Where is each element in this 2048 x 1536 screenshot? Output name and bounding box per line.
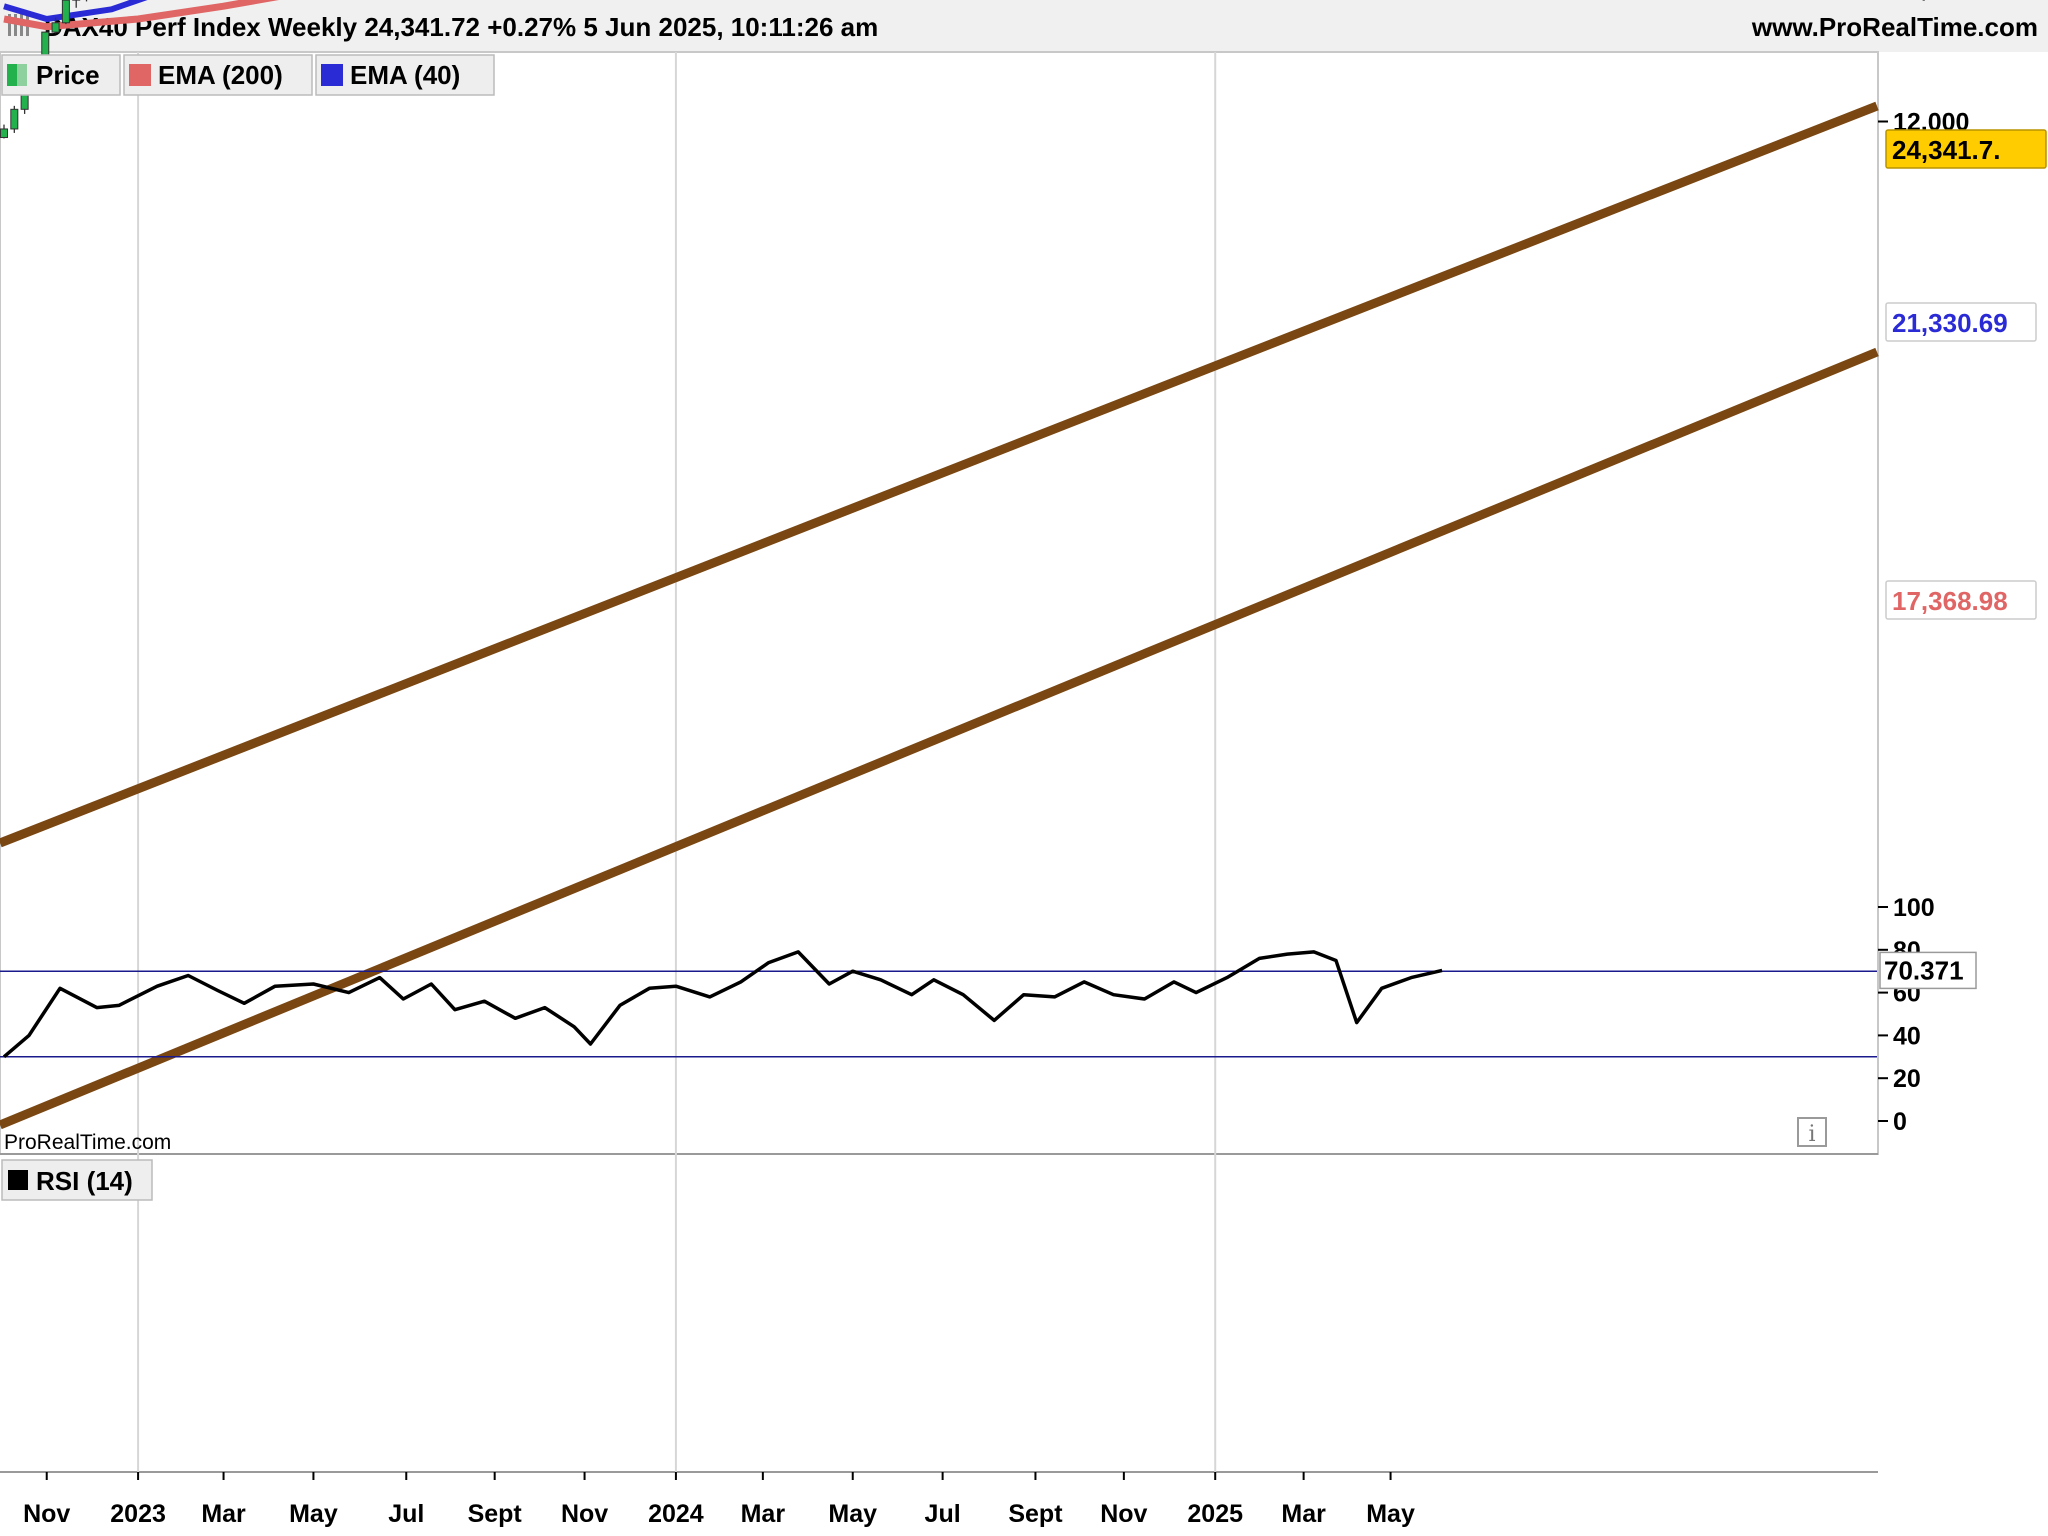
time-tick-label: 2023 [110,1500,166,1528]
ema200-value-badge-box [1885,580,2037,620]
chart-title: DAX40 Perf Index Weekly 24,341.72 +0.27%… [44,12,878,42]
time-tick-label: 2024 [648,1500,704,1528]
time-tick-label: Nov [561,1500,608,1528]
time-tick-label: May [289,1500,338,1528]
ema40-value-badge-box [1885,302,2037,342]
info-button[interactable]: i [1797,1117,1827,1147]
time-tick-label: May [1366,1500,1415,1528]
time-tick-label: Jul [388,1500,424,1528]
rsi-tick-label: 100 [1893,894,1935,922]
ema40-value-badge[interactable]: 21,330.69 [1885,302,2037,342]
rsi-panel [0,950,1877,1059]
watermark: ProRealTime.com [4,1131,171,1154]
rsi-line[interactable] [2,950,1443,1059]
price-tick-label: 14,000 [1893,0,1969,2]
rsi-tick-label: 40 [1893,1022,1921,1050]
rsi-tick-label: 0 [1893,1108,1907,1136]
ema40-value-badge-text: 21,330.69 [1892,308,2008,338]
rsi-swatch-icon [8,1170,28,1190]
price-swatch-icon-half [17,64,27,86]
rsi-value-text: 70.371 [1884,955,1964,985]
last-price-badge-box [1885,129,2047,169]
candle[interactable] [10,108,19,130]
time-tick-label: Jul [925,1500,961,1528]
ema-lines [3,0,1442,31]
ema40-swatch-icon [321,64,343,86]
ema200-value-badge-text: 17,368.98 [1892,586,2008,616]
channel-lower-line[interactable] [0,347,1879,1130]
time-tick-label: May [828,1500,877,1528]
legend-item-box [315,54,495,96]
header-bar: DAX40 Perf Index Weekly 24,341.72 +0.27%… [0,0,2048,52]
rsi-value-badge[interactable]: 70.371 [1879,951,1977,990]
price-swatch-icon [7,64,17,86]
trend-channel [0,101,1879,1130]
candle[interactable] [61,0,70,24]
rsi-tick-label: 20 [1893,1065,1921,1093]
time-tick-label: Mar [741,1500,786,1528]
channel-upper-line[interactable] [0,101,1879,848]
site-url[interactable]: www.ProRealTime.com [1751,12,2038,42]
gridlines [137,52,1217,1472]
time-tick-label: 2025 [1187,1500,1243,1528]
ema200-line[interactable] [3,0,1442,31]
ema200-swatch-icon [129,64,151,86]
candle[interactable] [51,22,60,33]
time-tick-label: Nov [1100,1500,1147,1528]
rsi-value-box [1879,951,1977,990]
legend-item[interactable]: EMA (40) [315,54,495,96]
legend-item-label: EMA (40) [350,60,460,90]
last-price-badge-text: 24,341.7. [1892,135,2000,165]
legend-item-label: EMA (200) [158,60,283,90]
time-tick-label: Nov [23,1500,70,1528]
legend: Price EMA (200) EMA (40) [1,54,495,96]
time-axis: Nov 2023 Mar May Jul Sept Nov 2024 Mar May Jul Sept… [23,1472,1415,1528]
last-price-badge[interactable]: 24,341.7. [1885,129,2047,169]
price-badges: 24,341.7. 21,330.69 17,368.98 70.371 [1879,129,2047,990]
time-tick-label: Mar [1281,1500,1326,1528]
rsi-legend-label: RSI (14) [36,1166,133,1196]
legend-item-box [123,54,313,96]
legend-item[interactable]: Price [1,54,121,96]
candle[interactable] [0,128,8,139]
rsi-legend[interactable]: RSI (14) [1,1159,153,1201]
time-tick-label: Mar [201,1500,246,1528]
info-icon: i [1808,1122,1815,1147]
ema200-value-badge[interactable]: 17,368.98 [1885,580,2037,620]
time-tick-label: Sept [1008,1500,1063,1528]
time-tick-label: Sept [468,1500,523,1528]
legend-item[interactable]: EMA (200) [123,54,313,96]
legend-item-label: Price [36,60,100,90]
